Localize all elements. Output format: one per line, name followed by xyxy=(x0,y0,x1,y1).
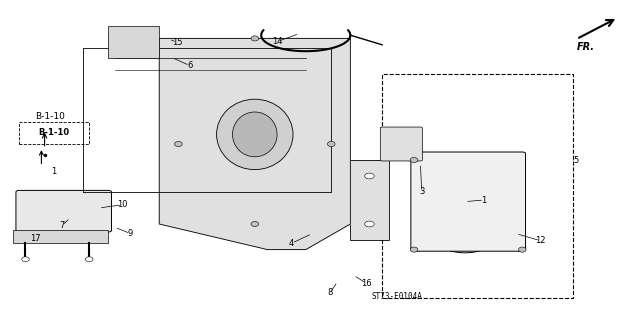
Ellipse shape xyxy=(85,257,93,262)
Bar xyxy=(382,74,573,298)
Text: 5: 5 xyxy=(574,156,579,164)
Text: 12: 12 xyxy=(535,236,545,245)
Bar xyxy=(350,160,389,240)
Text: B-1-10: B-1-10 xyxy=(39,128,69,137)
Ellipse shape xyxy=(410,157,418,163)
Ellipse shape xyxy=(233,112,277,157)
Ellipse shape xyxy=(251,221,259,227)
Bar xyxy=(19,122,89,144)
Ellipse shape xyxy=(443,187,487,229)
Text: 2: 2 xyxy=(405,149,410,158)
Text: 15: 15 xyxy=(172,38,182,47)
Bar xyxy=(13,230,108,243)
Text: 6: 6 xyxy=(187,61,192,70)
Text: FR.: FR. xyxy=(576,42,594,52)
Bar xyxy=(108,26,159,58)
Text: ST73-E0104A: ST73-E0104A xyxy=(371,292,422,301)
Ellipse shape xyxy=(251,36,259,41)
FancyBboxPatch shape xyxy=(16,190,111,232)
Text: B-1-10: B-1-10 xyxy=(35,112,65,121)
Text: 14: 14 xyxy=(272,37,282,46)
Text: 3: 3 xyxy=(419,188,424,196)
Text: 10: 10 xyxy=(117,200,127,209)
Text: 1: 1 xyxy=(482,196,487,204)
Text: 9: 9 xyxy=(128,229,133,238)
FancyBboxPatch shape xyxy=(380,127,422,161)
Text: 4: 4 xyxy=(289,239,294,248)
Ellipse shape xyxy=(364,221,374,227)
Ellipse shape xyxy=(22,257,29,262)
Text: 1: 1 xyxy=(52,167,57,176)
Text: 8: 8 xyxy=(327,288,333,297)
Ellipse shape xyxy=(364,173,374,179)
Polygon shape xyxy=(159,38,350,250)
Text: 16: 16 xyxy=(361,279,371,288)
FancyBboxPatch shape xyxy=(411,152,526,251)
Text: 7: 7 xyxy=(60,221,65,230)
Text: 17: 17 xyxy=(30,234,40,243)
Ellipse shape xyxy=(410,247,418,252)
Ellipse shape xyxy=(519,247,526,252)
Ellipse shape xyxy=(175,141,182,147)
Text: 11: 11 xyxy=(387,146,397,155)
Ellipse shape xyxy=(217,99,293,170)
Ellipse shape xyxy=(327,141,335,147)
